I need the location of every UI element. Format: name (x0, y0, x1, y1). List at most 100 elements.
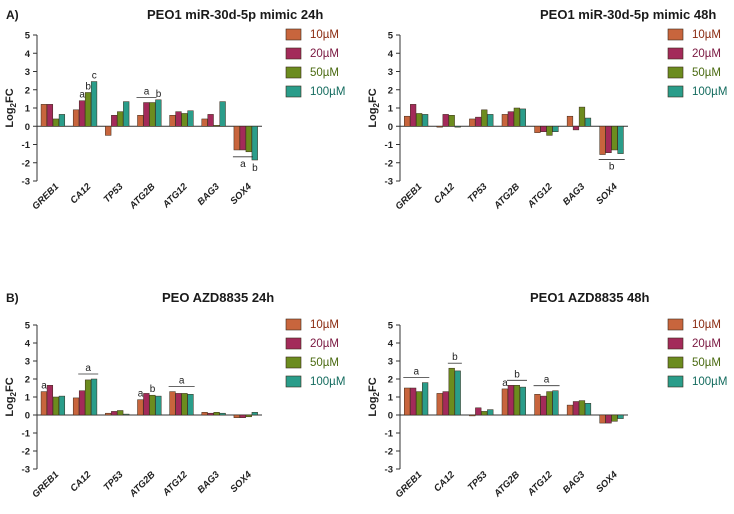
bar-sox4-10um (233, 126, 240, 151)
bar-greb1-20um (46, 385, 54, 416)
bar-bag3-50um (213, 412, 220, 416)
category-label: ATG2B (127, 469, 158, 500)
bar-greb1-20um (410, 387, 417, 416)
bar-atg2b-10um (137, 399, 144, 416)
legend-swatch (667, 356, 684, 369)
bar-sox4-50um (611, 414, 618, 422)
legend-swatch (285, 318, 302, 331)
category-label: ATG2B (491, 469, 522, 500)
y-tick-label: 5 (25, 31, 31, 42)
bar-bag3-10um (566, 404, 574, 416)
category-label: CA12 (68, 181, 93, 206)
bar-atg12-100um (187, 394, 194, 416)
bar-atg2b-50um (149, 394, 156, 416)
bar-ca12-50um (84, 379, 92, 416)
significance-label: a (414, 367, 420, 378)
bar-ca12-20um (78, 390, 86, 416)
bar-ca12-10um (436, 393, 443, 416)
legend-label: 10µM (310, 319, 339, 331)
significance-label: b (252, 163, 258, 174)
legend-label: 20µM (692, 338, 721, 350)
y-tick-label: 2 (25, 85, 30, 96)
bar-sox4-10um (599, 126, 606, 155)
legend-swatch (285, 47, 302, 60)
category-label: BAG3 (195, 181, 222, 208)
bar-sox4-20um (239, 126, 246, 151)
category-label: GREB1 (393, 469, 424, 500)
chart-title: PEO AZD8835 24h (162, 290, 274, 305)
y-tick-label: 4 (25, 49, 31, 60)
chart-1: PEO1 miR-30d-5p mimic 24h -3 -2 -1 0 1 2 3 4 5 Log… (4, 7, 345, 212)
legend-label: 100µM (310, 376, 345, 388)
legend-swatch (285, 85, 302, 98)
bar-atg2b-20um (507, 111, 514, 127)
y-tick-label: 2 (388, 85, 393, 96)
category-label: GREB1 (30, 469, 61, 500)
category-label: BAG3 (195, 469, 222, 496)
category-label: TP53 (466, 181, 490, 205)
bar-tp53-100um (487, 114, 494, 127)
category-label: BAG3 (561, 181, 588, 208)
y-tick-label: 2 (388, 375, 393, 386)
chart-title: PEO1 miR-30d-5p mimic 48h (540, 7, 716, 22)
bar-bag3-50um (578, 106, 586, 127)
legend-label: 20µM (310, 338, 339, 350)
bar-sox4-100um (251, 412, 258, 416)
y-tick-label: -1 (385, 140, 394, 151)
bar-atg12-20um (175, 393, 182, 416)
y-tick-label: 1 (388, 104, 394, 115)
bar-tp53-50um (117, 410, 124, 416)
bar-atg12-100um (552, 390, 559, 416)
y-tick-label: 0 (25, 122, 30, 133)
bar-sox4-50um (611, 126, 618, 151)
y-tick-label: -1 (22, 429, 31, 440)
bar-ca12-100um (454, 126, 461, 128)
y-tick-label: 5 (388, 321, 394, 332)
significance-label: a (41, 381, 47, 392)
bar-ca12-10um (72, 109, 80, 127)
legend-label: 10µM (692, 319, 721, 331)
bar-greb1-50um (52, 396, 60, 416)
bar-greb1-10um (40, 391, 48, 416)
significance-label: b (452, 352, 458, 363)
bar-tp53-10um (105, 412, 112, 416)
bar-atg2b-50um (513, 385, 520, 416)
bar-atg12-10um (534, 394, 541, 416)
bar-tp53-10um (105, 126, 112, 136)
bar-bag3-10um (201, 118, 208, 127)
bar-bag3-50um (213, 125, 220, 127)
y-tick-label: -3 (385, 465, 393, 476)
bar-bag3-100um (584, 117, 592, 127)
bar-atg2b-50um (149, 102, 156, 127)
category-label: CA12 (68, 469, 93, 494)
bar-sox4-100um (617, 414, 624, 419)
chart-title: PEO1 miR-30d-5p mimic 24h (147, 7, 323, 22)
category-label: SOX4 (594, 181, 620, 207)
bar-atg12-20um (540, 126, 547, 132)
bar-atg2b-100um (155, 395, 162, 416)
bar-sox4-100um (251, 126, 258, 161)
significance-label: a (79, 90, 85, 101)
y-tick-label: 3 (25, 357, 30, 368)
y-tick-label: -2 (22, 447, 30, 458)
chart-3: PEO AZD8835 24h -3 -2 -1 0 1 2 3 4 5 Log2FC GREB1 CA… (4, 290, 345, 500)
bar-bag3-100um (219, 101, 226, 127)
bar-ca12-100um (90, 81, 98, 127)
y-tick-label: 5 (25, 321, 31, 332)
category-label: GREB1 (393, 181, 424, 212)
bar-greb1-20um (410, 104, 417, 127)
bar-sox4-50um (245, 414, 252, 418)
significance-label: a (240, 159, 246, 170)
category-label: TP53 (466, 469, 490, 493)
bar-tp53-100um (123, 413, 130, 416)
category-label: SOX4 (228, 181, 254, 207)
legend-label: 50µM (310, 357, 339, 369)
legend-label: 50µM (692, 67, 721, 79)
bar-tp53-20um (475, 116, 482, 127)
category-label: CA12 (432, 181, 457, 206)
bar-bag3-20um (207, 114, 214, 127)
bar-greb1-100um (58, 114, 66, 127)
significance-label: a (179, 376, 185, 387)
significance-label: a (138, 389, 144, 400)
legend-swatch (285, 66, 302, 79)
